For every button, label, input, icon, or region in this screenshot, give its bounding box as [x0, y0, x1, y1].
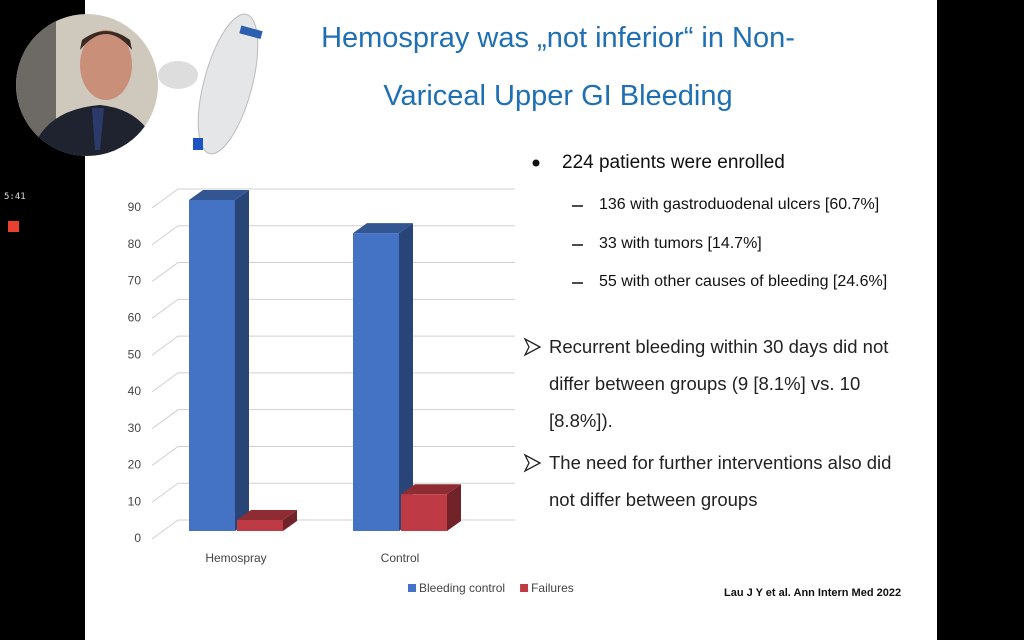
bar-face	[401, 484, 461, 495]
y-tick-label: 30	[128, 421, 142, 435]
citation: Lau J Y et al. Ann Intern Med 2022	[724, 587, 902, 599]
record-icon	[8, 221, 19, 232]
arrow-icon	[523, 337, 542, 357]
device-image	[158, 13, 263, 155]
y-tick-label: 90	[128, 200, 142, 214]
bar-face	[401, 494, 447, 531]
sub-bullet: 136 with gastroduodenal ulcers [60.7%]	[599, 196, 880, 213]
bar-face	[235, 190, 249, 531]
legend-label: Failures	[531, 581, 574, 595]
bar	[353, 223, 413, 531]
legend-swatch	[408, 584, 416, 592]
bar-face	[353, 233, 399, 531]
bar-face	[189, 190, 249, 200]
bullet-dot	[532, 159, 540, 167]
bar-face	[399, 223, 413, 531]
bar-face	[189, 200, 235, 531]
y-tick-label: 70	[128, 274, 142, 288]
bar-face	[283, 509, 297, 531]
bar-face	[353, 223, 413, 234]
y-tick-label: 50	[128, 347, 142, 361]
legend-swatch	[520, 584, 529, 592]
y-tick-label: 40	[128, 384, 142, 398]
sub-bullet: 33 with tumors [14.7%]	[599, 235, 762, 252]
bar	[237, 509, 297, 531]
grid-line	[151, 188, 515, 209]
arrow-bullet: Recurrent bleeding within 30 days did no…	[549, 336, 889, 431]
timer: 5:41	[4, 192, 26, 202]
bar	[189, 190, 249, 531]
y-tick-label: 10	[128, 494, 142, 508]
bar	[401, 484, 461, 531]
y-tick-label: 60	[128, 311, 142, 325]
x-tick-label: Control	[381, 551, 420, 565]
bar-face	[447, 484, 461, 531]
bar-face	[237, 519, 283, 531]
title-line: Hemospray was „not inferior“ in Non-	[321, 22, 795, 54]
arrow-bullet: The need for further interventions also …	[549, 452, 892, 510]
title-line: Variceal Upper GI Bleeding	[383, 80, 733, 112]
bullet: 224 patients were enrolled	[562, 152, 785, 173]
legend-label: Bleeding control	[419, 581, 505, 595]
sub-bullet: 55 with other causes of bleeding [24.6%]	[599, 273, 888, 290]
arrow-icon	[523, 453, 542, 473]
bar-face	[237, 509, 297, 520]
y-tick-label: 0	[134, 531, 141, 545]
y-tick-label: 80	[128, 237, 142, 251]
webcam	[16, 14, 158, 156]
x-tick-label: Hemospray	[205, 551, 266, 565]
y-tick-label: 20	[128, 458, 142, 472]
